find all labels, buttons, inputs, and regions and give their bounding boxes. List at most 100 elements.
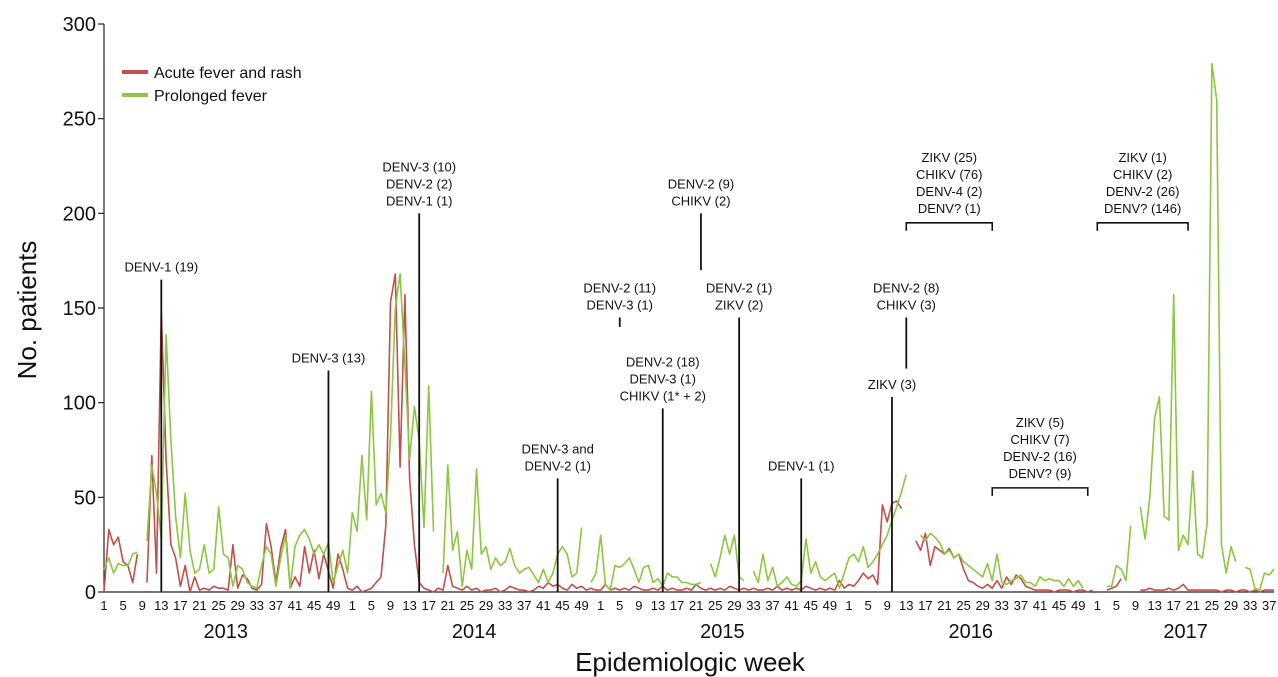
x-week-tick-label: 37 xyxy=(517,598,531,613)
x-week-tick-label: 37 xyxy=(765,598,779,613)
x-week-tick-label: 21 xyxy=(937,598,951,613)
annotation-label: DENV-2 (2) xyxy=(386,176,452,191)
series-line-prolonged-fever xyxy=(590,534,702,591)
annotation-label: DENV-2 (18) xyxy=(626,354,700,369)
x-week-tick-label: 49 xyxy=(574,598,588,613)
series-line-prolonged-fever xyxy=(103,551,138,574)
x-week-tick-label: 25 xyxy=(1205,598,1219,613)
annotation-label: DENV-4 (2) xyxy=(916,184,982,199)
annotation-label: DENV-1 (1) xyxy=(386,193,452,208)
annotation-label: ZIKV (25) xyxy=(921,150,977,165)
x-week-tick-label: 33 xyxy=(250,598,264,613)
annotation-label: DENV-3 (10) xyxy=(382,159,456,174)
x-week-tick-label: 41 xyxy=(1033,598,1047,613)
x-year-label: 2013 xyxy=(204,621,249,643)
y-tick-label: 150 xyxy=(63,298,96,320)
y-tick-label: 50 xyxy=(74,487,96,509)
annotation-bracket xyxy=(1096,222,1189,231)
x-year-label: 2016 xyxy=(949,621,994,643)
x-week-tick-label: 5 xyxy=(119,598,126,613)
x-week-tick-label: 13 xyxy=(651,598,665,613)
annotation-label: DENV-1 (1) xyxy=(768,458,834,473)
x-week-tick-label: 5 xyxy=(864,598,871,613)
series-line-prolonged-fever xyxy=(752,474,908,589)
x-week-tick-label: 37 xyxy=(269,598,283,613)
series-line-prolonged-fever xyxy=(146,273,435,589)
x-week-tick-label: 29 xyxy=(727,598,741,613)
legend-label-acute-fever-rash: Acute fever and rash xyxy=(154,65,302,82)
x-week-tick-label: 5 xyxy=(368,598,375,613)
x-week-tick-label: 25 xyxy=(708,598,722,613)
series-line-acute-fever-rash xyxy=(103,528,139,593)
x-week-tick-label: 1 xyxy=(349,598,356,613)
x-week-tick-label: 9 xyxy=(387,598,394,613)
x-week-tick-label: 1 xyxy=(1094,598,1101,613)
x-week-tick-label: 25 xyxy=(956,598,970,613)
y-tick-label: 0 xyxy=(85,582,96,604)
x-week-tick-label: 1 xyxy=(845,598,852,613)
annotation-label: ZIKV (5) xyxy=(1016,415,1064,430)
annotation-label: DENV-2 (26) xyxy=(1106,184,1180,199)
y-tick-label: 300 xyxy=(63,14,96,36)
x-week-tick-label: 21 xyxy=(441,598,455,613)
y-axis-title: No. patients xyxy=(12,241,42,380)
annotation-label: DENV-2 (1) xyxy=(706,280,772,295)
annotation-label: DENV-2 (11) xyxy=(583,280,656,295)
series-line-acute-fever-rash xyxy=(1106,578,1122,591)
annotation-label: ZIKV (1) xyxy=(1118,150,1166,165)
legend: Acute fever and rash Prolonged fever xyxy=(122,65,302,105)
y-tick-label: 100 xyxy=(63,393,96,415)
series-line-acute-fever-rash xyxy=(1140,583,1274,593)
x-week-tick-label: 5 xyxy=(616,598,623,613)
x-week-tick-label: 49 xyxy=(823,598,837,613)
series-line-prolonged-fever xyxy=(1245,566,1275,591)
annotation-label: CHIKV (2) xyxy=(1113,167,1172,182)
annotation-bracket xyxy=(905,222,994,231)
x-week-tick-label: 5 xyxy=(1113,598,1120,613)
x-week-tick-label: 9 xyxy=(139,598,146,613)
x-week-tick-label: 49 xyxy=(1071,598,1085,613)
x-week-tick-label: 13 xyxy=(1147,598,1161,613)
x-week-tick-label: 17 xyxy=(918,598,932,613)
x-week-tick-label: 37 xyxy=(1014,598,1028,613)
x-week-tick-label: 9 xyxy=(635,598,642,613)
series-line-acute-fever-rash xyxy=(146,273,903,593)
x-week-tick-label: 37 xyxy=(1262,598,1276,613)
annotation-label: CHIKV (76) xyxy=(916,167,982,182)
annotation-label: CHIKV (2) xyxy=(671,193,730,208)
annotation-label: DENV-3 (1) xyxy=(587,297,653,312)
x-year-label: 2014 xyxy=(452,621,497,643)
x-week-tick-label: 9 xyxy=(884,598,891,613)
legend-label-prolonged-fever: Prolonged fever xyxy=(154,88,268,105)
annotation-label: DENV-2 (16) xyxy=(1003,449,1077,464)
x-week-tick-label: 17 xyxy=(173,598,187,613)
series-layer xyxy=(103,63,1275,593)
annotation-label: ZIKV (2) xyxy=(715,297,763,312)
x-week-tick-label: 41 xyxy=(288,598,302,613)
series-line-prolonged-fever xyxy=(442,464,583,588)
annotation-label: DENV-2 (9) xyxy=(668,176,734,191)
x-week-tick-label: 29 xyxy=(479,598,493,613)
x-week-tick-label: 41 xyxy=(536,598,550,613)
x-week-tick-label: 13 xyxy=(154,598,168,613)
x-week-tick-label: 33 xyxy=(1243,598,1257,613)
annotation-label: DENV-3 (13) xyxy=(292,350,366,365)
x-week-tick-label: 45 xyxy=(804,598,818,613)
x-week-tick-label: 17 xyxy=(1166,598,1180,613)
annotation-label: CHIKV (1* + 2) xyxy=(620,388,706,403)
x-week-tick-label: 33 xyxy=(995,598,1009,613)
x-week-tick-label: 25 xyxy=(460,598,474,613)
annotation-label: DENV? (1) xyxy=(918,201,981,216)
annotation-label: CHIKV (7) xyxy=(1010,432,1069,447)
x-axis-title: Epidemiologic week xyxy=(575,647,806,677)
y-tick-label: 200 xyxy=(63,203,96,225)
x-week-tick-label: 17 xyxy=(422,598,436,613)
annotation-label: DENV-3 and xyxy=(522,441,594,456)
series-line-prolonged-fever xyxy=(1139,63,1237,574)
x-week-tick-label: 29 xyxy=(975,598,989,613)
x-week-tick-label: 1 xyxy=(597,598,604,613)
annotation-layer: DENV-1 (19) DENV-3 (13) DENV-3 (10) DENV-2 … xyxy=(124,150,1189,592)
annotation-label: CHIKV (3) xyxy=(877,297,936,312)
